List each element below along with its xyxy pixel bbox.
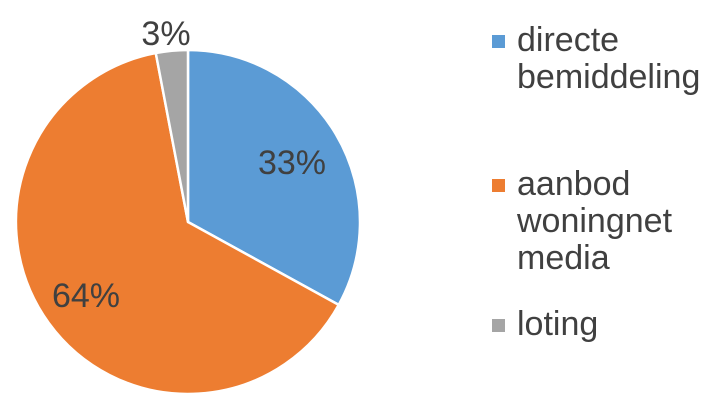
data-label-directe: 33% — [258, 144, 326, 182]
pie-slices — [14, 48, 362, 394]
data-label-aanbod: 64% — [52, 277, 120, 315]
legend-label: loting — [517, 305, 599, 343]
pie-chart: 33% 64% 3% — [14, 15, 362, 394]
pie-data-labels: 33% 64% 3% — [52, 15, 326, 315]
pie-slice-loting — [154, 48, 190, 224]
legend-label: directe bemiddeling — [517, 21, 701, 96]
legend-item-loting: loting — [492, 306, 598, 343]
legend-swatch — [492, 179, 505, 192]
legend-label: aanbod woningnet media — [517, 165, 673, 277]
legend-swatch — [492, 319, 505, 332]
pie-slice-directe — [186, 48, 362, 307]
legend-item-directe-bemiddeling: directe bemiddeling — [492, 22, 700, 96]
legend-item-aanbod-woningnet-media: aanbod woningnet media — [492, 166, 672, 277]
pie-slice-aanbod — [14, 51, 340, 394]
data-label-loting: 3% — [141, 15, 190, 53]
legend-swatch — [492, 35, 505, 48]
